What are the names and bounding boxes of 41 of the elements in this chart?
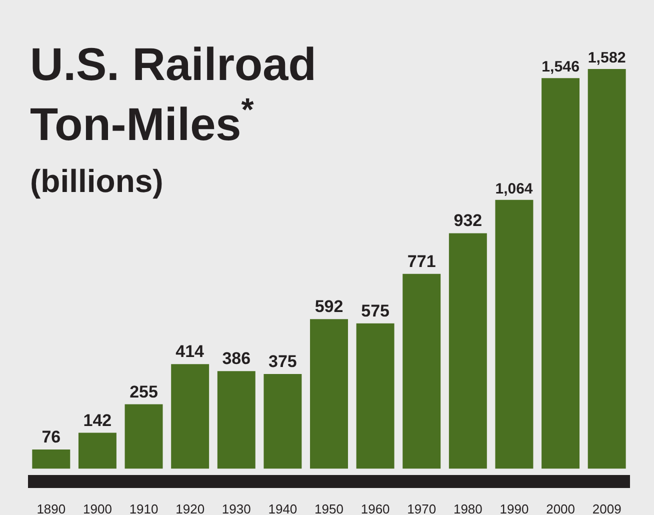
x-tick-label: 2000 xyxy=(546,502,575,515)
data-label: 414 xyxy=(176,342,205,362)
data-label: 142 xyxy=(83,410,112,430)
x-tick-label: 1940 xyxy=(268,502,298,515)
bar xyxy=(264,374,302,469)
x-tick-label: 2009 xyxy=(592,502,622,515)
bar xyxy=(310,319,348,469)
x-tick-label: 1890 xyxy=(36,502,66,515)
data-label: 932 xyxy=(454,211,482,230)
data-label: 375 xyxy=(268,352,297,371)
x-tick-label: 1950 xyxy=(314,502,344,515)
data-label: 771 xyxy=(407,252,436,271)
data-label: 76 xyxy=(42,427,61,446)
data-label: 592 xyxy=(314,297,344,316)
data-label: 1,546 xyxy=(542,58,580,76)
data-label: 575 xyxy=(361,301,390,320)
bar xyxy=(356,323,394,469)
text: (billions) xyxy=(30,163,164,199)
data-label: 386 xyxy=(222,349,251,368)
x-tick-label: 1980 xyxy=(453,502,482,515)
x-tick-label: 1990 xyxy=(500,502,529,515)
x-tick-label: 1910 xyxy=(129,502,158,515)
bar xyxy=(495,200,534,469)
bar xyxy=(448,233,487,469)
data-label: 1,064 xyxy=(495,180,534,198)
x-tick-label: 1920 xyxy=(176,502,205,515)
bar xyxy=(32,449,70,469)
x-tick-label: 1930 xyxy=(222,502,251,515)
bar xyxy=(402,274,441,469)
data-label: 1,582 xyxy=(588,49,626,66)
bar xyxy=(171,364,210,469)
bar xyxy=(124,404,163,469)
bar xyxy=(588,68,626,469)
x-tick-label: 1970 xyxy=(407,502,436,515)
x-tick-label: 1960 xyxy=(360,502,390,515)
bar xyxy=(542,78,580,469)
bar xyxy=(78,432,116,469)
bar xyxy=(217,371,256,469)
chart-title: U.S. Railroad Ton-Miles$^{*}$ xyxy=(30,38,316,150)
data-label: 255 xyxy=(130,382,158,402)
x-tick-label: 1900 xyxy=(83,502,112,515)
